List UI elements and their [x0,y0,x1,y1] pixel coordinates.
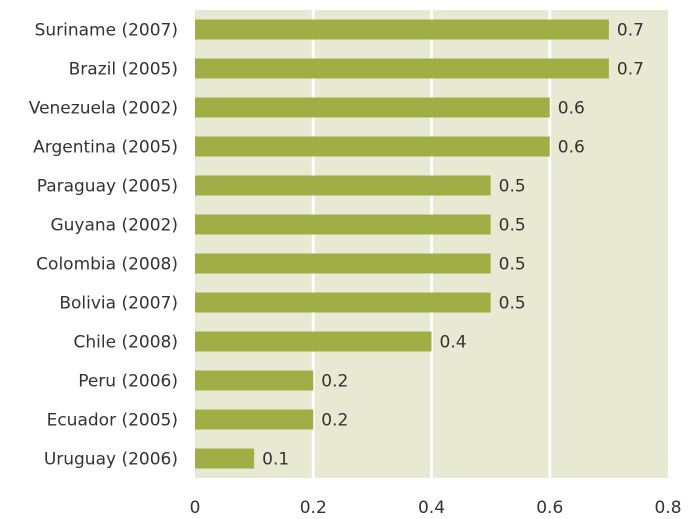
x-tick-label: 0.8 [654,498,681,518]
y-tick-label: Colombia (2008) [36,255,178,275]
bar [195,292,491,313]
y-tick-label: Brazil (2005) [69,60,178,80]
y-tick-label: Ecuador (2005) [47,411,178,431]
data-label: 0.5 [499,177,526,197]
y-tick-label: Guyana (2002) [50,216,178,236]
x-tick-label: 0.6 [536,498,563,518]
data-label: 0.7 [617,21,644,41]
y-tick-label: Venezuela (2002) [29,99,178,119]
x-tick-label: 0.4 [418,498,445,518]
bar [195,409,314,430]
bar [195,175,491,196]
y-tick-label: Argentina (2005) [33,138,178,158]
bar [195,448,255,469]
data-label: 0.2 [321,372,348,392]
y-tick-label: Bolivia (2007) [59,294,178,314]
data-label: 0.4 [440,333,467,353]
x-tick-label: 0 [190,498,201,518]
data-label: 0.5 [499,216,526,236]
bar [195,253,491,274]
data-label: 0.6 [558,99,585,119]
y-tick-label: Chile (2008) [74,333,178,353]
data-label: 0.6 [558,138,585,158]
data-label: 0.5 [499,255,526,275]
bar [195,97,550,118]
data-label: 0.5 [499,294,526,314]
bar [195,58,609,79]
bar [195,214,491,235]
bar [195,19,609,40]
y-tick-label: Suriname (2007) [35,21,178,41]
bar [195,331,432,352]
y-tick-label: Paraguay (2005) [37,177,178,197]
bar [195,370,314,391]
x-tick-label: 0.2 [300,498,327,518]
data-label: 0.7 [617,60,644,80]
y-tick-label: Peru (2006) [78,372,178,392]
data-label: 0.2 [321,411,348,431]
y-tick-label: Uruguay (2006) [44,450,178,470]
data-label: 0.1 [262,450,289,470]
bar [195,136,550,157]
